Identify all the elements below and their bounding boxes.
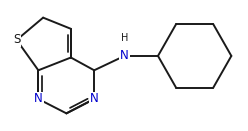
Text: N: N: [120, 49, 129, 62]
Text: S: S: [13, 34, 20, 47]
Text: N: N: [34, 92, 43, 105]
Text: N: N: [90, 92, 98, 105]
Text: H: H: [121, 33, 128, 43]
